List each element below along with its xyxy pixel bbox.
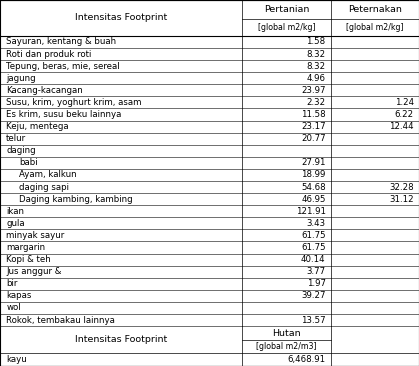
- Text: Jus anggur &: Jus anggur &: [6, 267, 62, 276]
- Text: 6.22: 6.22: [395, 110, 414, 119]
- Text: 23.17: 23.17: [301, 122, 326, 131]
- Text: 3.43: 3.43: [306, 219, 326, 228]
- Text: wol: wol: [6, 303, 21, 313]
- Text: kayu: kayu: [6, 355, 27, 364]
- Text: Tepung, beras, mie, sereal: Tepung, beras, mie, sereal: [6, 61, 120, 71]
- Text: 6,468.91: 6,468.91: [287, 355, 326, 364]
- Text: daging sapi: daging sapi: [19, 183, 69, 191]
- Text: Es krim, susu beku lainnya: Es krim, susu beku lainnya: [6, 110, 122, 119]
- Text: 39.27: 39.27: [301, 291, 326, 300]
- Text: jagung: jagung: [6, 74, 36, 83]
- Text: 46.95: 46.95: [301, 195, 326, 203]
- Text: 3.77: 3.77: [306, 267, 326, 276]
- Text: minyak sayur: minyak sayur: [6, 231, 65, 240]
- Text: 4.96: 4.96: [307, 74, 326, 83]
- Text: 2.32: 2.32: [306, 98, 326, 107]
- Text: daging: daging: [6, 146, 36, 155]
- Text: 1.58: 1.58: [306, 37, 326, 46]
- Text: Daging kambing, kambing: Daging kambing, kambing: [19, 195, 132, 203]
- Text: Intensitas Footprint: Intensitas Footprint: [75, 335, 167, 344]
- Text: ikan: ikan: [6, 207, 24, 216]
- Text: telur: telur: [6, 134, 26, 143]
- Text: margarin: margarin: [6, 243, 45, 252]
- Text: Roti dan produk roti: Roti dan produk roti: [6, 49, 92, 59]
- Text: babi: babi: [19, 158, 37, 167]
- Text: 27.91: 27.91: [301, 158, 326, 167]
- Text: 20.77: 20.77: [301, 134, 326, 143]
- Text: 31.12: 31.12: [389, 195, 414, 203]
- Text: gula: gula: [6, 219, 25, 228]
- Text: 1.24: 1.24: [395, 98, 414, 107]
- Text: 8.32: 8.32: [306, 49, 326, 59]
- Text: bir: bir: [6, 279, 18, 288]
- Text: [global m2/kg]: [global m2/kg]: [258, 23, 315, 32]
- Text: kapas: kapas: [6, 291, 32, 300]
- Text: 121.91: 121.91: [295, 207, 326, 216]
- Text: 1.97: 1.97: [307, 279, 326, 288]
- Text: 61.75: 61.75: [301, 243, 326, 252]
- Text: Intensitas Footprint: Intensitas Footprint: [75, 14, 167, 22]
- Text: [global m2/m3]: [global m2/m3]: [256, 342, 317, 351]
- Text: 23.97: 23.97: [301, 86, 326, 95]
- Text: 12.44: 12.44: [389, 122, 414, 131]
- Text: Susu, krim, yoghurt krim, asam: Susu, krim, yoghurt krim, asam: [6, 98, 142, 107]
- Text: 13.57: 13.57: [301, 315, 326, 325]
- Text: 8.32: 8.32: [306, 61, 326, 71]
- Text: [global m2/kg]: [global m2/kg]: [346, 23, 403, 32]
- Text: Sayuran, kentang & buah: Sayuran, kentang & buah: [6, 37, 116, 46]
- Text: Hutan: Hutan: [272, 329, 301, 338]
- Text: 40.14: 40.14: [301, 255, 326, 264]
- Text: Ayam, kalkun: Ayam, kalkun: [19, 171, 77, 179]
- Text: 32.28: 32.28: [389, 183, 414, 191]
- Text: 11.58: 11.58: [301, 110, 326, 119]
- Text: Keju, mentega: Keju, mentega: [6, 122, 69, 131]
- Text: Rokok, tembakau lainnya: Rokok, tembakau lainnya: [6, 315, 115, 325]
- Text: 18.99: 18.99: [301, 171, 326, 179]
- Text: Kacang-kacangan: Kacang-kacangan: [6, 86, 83, 95]
- Text: Kopi & teh: Kopi & teh: [6, 255, 51, 264]
- Text: 54.68: 54.68: [301, 183, 326, 191]
- Text: Peternakan: Peternakan: [348, 5, 402, 14]
- Text: 61.75: 61.75: [301, 231, 326, 240]
- Text: Pertanian: Pertanian: [264, 5, 309, 14]
